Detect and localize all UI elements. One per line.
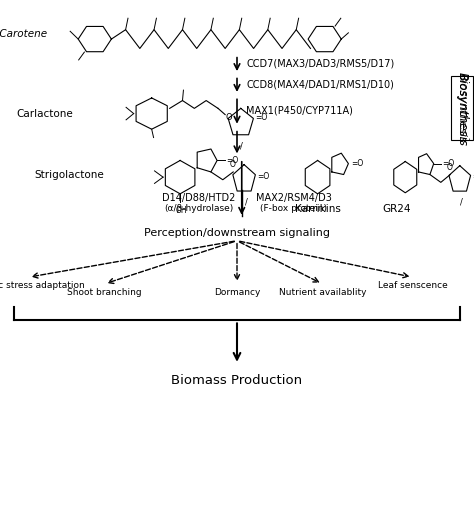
Text: Carlactone: Carlactone (17, 108, 73, 119)
Text: Abiotic stress adaptation: Abiotic stress adaptation (0, 281, 85, 290)
FancyBboxPatch shape (451, 76, 473, 140)
Text: MAX1(P450/CYP711A): MAX1(P450/CYP711A) (246, 106, 353, 116)
Text: Biosynthesis: Biosynthesis (457, 73, 467, 143)
Text: O: O (226, 113, 232, 122)
Text: /: / (245, 198, 248, 207)
Text: =O: =O (255, 113, 267, 122)
Text: (α/β-hydrolase): (α/β-hydrolase) (164, 204, 234, 213)
Text: =O: =O (472, 172, 474, 181)
Text: Dormancy: Dormancy (214, 288, 260, 297)
Text: Biomass Production: Biomass Production (172, 374, 302, 387)
Text: D14/D88/HTD2: D14/D88/HTD2 (163, 193, 236, 203)
Text: MAX2/RSM4/D3: MAX2/RSM4/D3 (256, 193, 332, 203)
Text: OH: OH (175, 206, 187, 215)
Text: CCD7(MAX3/DAD3/RMS5/D17): CCD7(MAX3/DAD3/RMS5/D17) (246, 58, 395, 69)
Text: O: O (447, 163, 452, 172)
Text: Biosynthesis: Biosynthesis (456, 72, 469, 146)
Text: =O: =O (227, 156, 239, 165)
Text: β-Carotene: β-Carotene (0, 29, 47, 39)
Text: Perception/downstream signaling: Perception/downstream signaling (144, 228, 330, 238)
Text: /: / (240, 142, 243, 151)
Text: =O: =O (351, 159, 363, 168)
Text: Karrikins: Karrikins (295, 204, 340, 214)
Text: GR24: GR24 (383, 204, 411, 214)
Text: =O: =O (442, 159, 455, 168)
Text: (F-box protein): (F-box protein) (260, 204, 328, 213)
Text: =O: =O (257, 171, 270, 181)
Text: Leaf senscence: Leaf senscence (377, 281, 447, 290)
Text: Shoot branching: Shoot branching (67, 288, 142, 297)
Text: Nutrient availablity: Nutrient availablity (279, 288, 366, 297)
Text: Strigolactone: Strigolactone (35, 169, 104, 180)
Text: /: / (460, 197, 463, 206)
Text: O: O (229, 160, 235, 169)
Text: CCD8(MAX4/DAD1/RMS1/D10): CCD8(MAX4/DAD1/RMS1/D10) (246, 79, 394, 90)
